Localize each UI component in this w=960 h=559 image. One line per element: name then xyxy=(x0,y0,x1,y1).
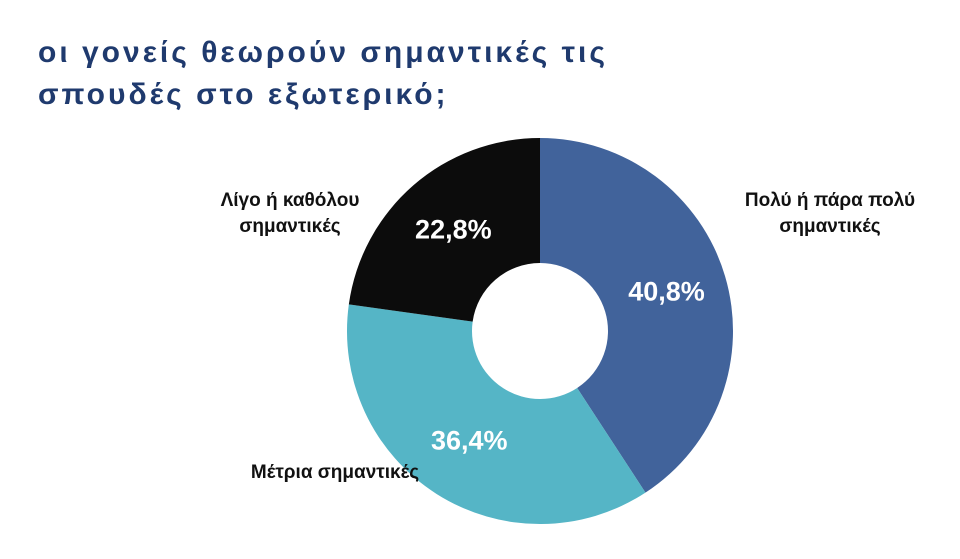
donut-segment xyxy=(540,138,733,493)
value-label: 40,8% xyxy=(628,277,705,307)
chart-title: οι γονείς θεωρούν σημαντικές τις σπουδές… xyxy=(38,36,608,111)
category-label: Λίγο ή καθόλου σημαντικές xyxy=(220,190,360,237)
donut-segment xyxy=(348,138,540,322)
category-label: Πολύ ή πάρα πολύ σημαντικές xyxy=(744,190,916,237)
value-label: 22,8% xyxy=(415,215,492,245)
category-label: Μέτρια σημαντικές xyxy=(250,462,420,483)
value-label: 36,4% xyxy=(431,426,508,456)
donut-segment xyxy=(346,304,646,524)
